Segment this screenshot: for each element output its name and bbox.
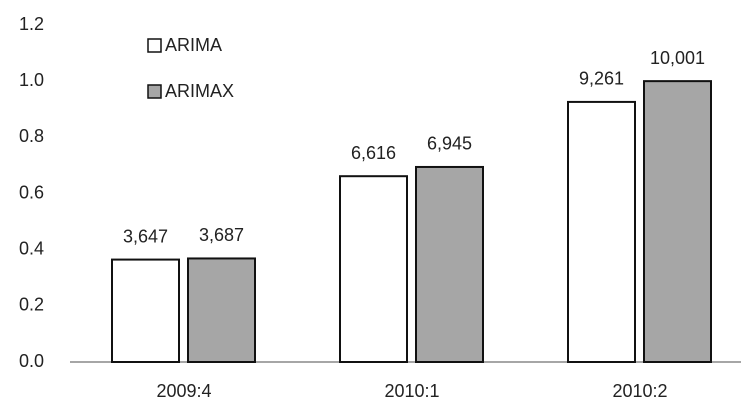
y-tick-label: 0.6: [19, 182, 44, 202]
value-label: 9,261: [579, 69, 624, 89]
bar: [111, 258, 180, 363]
value-label: 3,647: [123, 226, 168, 246]
value-label: 6,945: [427, 134, 472, 154]
value-label: 10,001: [650, 48, 705, 68]
y-tick-label: 1.0: [19, 70, 44, 90]
legend-label: ARIMAX: [165, 81, 234, 101]
bar: [187, 257, 256, 364]
x-tick-label: 2010:2: [612, 381, 667, 401]
bar: [339, 175, 408, 363]
legend-label: ARIMA: [165, 35, 222, 55]
x-tick-label: 2010:1: [384, 381, 439, 401]
bar: [643, 80, 712, 363]
value-label: 3,687: [199, 225, 244, 245]
y-tick-label: 1.2: [19, 14, 44, 34]
y-tick-label: 0.2: [19, 295, 44, 315]
legend-swatch: [147, 38, 162, 53]
y-tick-label: 0.8: [19, 126, 44, 146]
legend-swatch: [147, 84, 162, 99]
bar: [567, 100, 636, 363]
y-tick-label: 0.0: [19, 351, 44, 371]
bar: [415, 165, 484, 363]
value-label: 6,616: [351, 143, 396, 163]
x-tick-label: 2009:4: [156, 381, 211, 401]
y-tick-label: 0.4: [19, 238, 44, 258]
